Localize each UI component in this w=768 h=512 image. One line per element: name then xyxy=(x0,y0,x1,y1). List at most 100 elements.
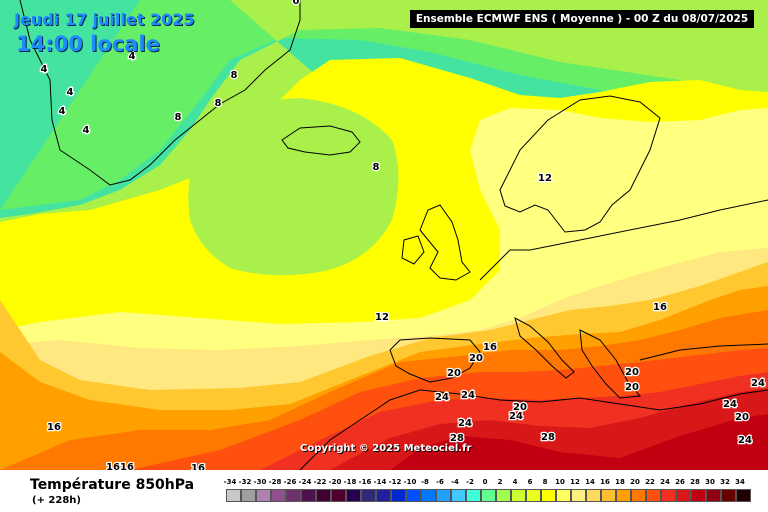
lead-time: (+ 228h) xyxy=(32,495,81,506)
legend-color-swatch xyxy=(541,489,556,502)
legend-color-swatch xyxy=(706,489,721,502)
contour-label: 24 xyxy=(738,435,752,446)
contour-label: 4 xyxy=(129,51,136,62)
legend-color-swatch xyxy=(421,489,436,502)
legend-color-swatch xyxy=(361,489,376,502)
legend-tick-label: -24 xyxy=(298,478,312,486)
coast-iberia xyxy=(389,337,481,383)
legend-tick-label: 14 xyxy=(585,478,595,486)
contour-label: 24 xyxy=(723,399,737,410)
contour-label: 12 xyxy=(375,312,389,323)
legend-color-swatch xyxy=(331,489,346,502)
coast-scandinavia xyxy=(499,95,661,233)
contour-label: 16 xyxy=(191,463,205,470)
legend-tick-label: 26 xyxy=(675,478,685,486)
contour-label: 8 xyxy=(373,162,380,173)
legend-color-swatch xyxy=(481,489,496,502)
legend-color-swatch xyxy=(286,489,301,502)
copyright-notice: Copyright © 2025 Meteociel.fr xyxy=(300,443,472,454)
contour-label: 8 xyxy=(175,112,182,123)
legend-tick-label: 10 xyxy=(555,478,565,486)
contour-label: 8 xyxy=(231,70,238,81)
legend-tick-label: -28 xyxy=(268,478,282,486)
legend-color-swatch xyxy=(376,489,391,502)
legend-tick-label: 34 xyxy=(735,478,745,486)
legend-tick-label: -32 xyxy=(238,478,252,486)
contour-label: 4 xyxy=(67,87,74,98)
legend-color-swatch xyxy=(256,489,271,502)
legend-tick-label: 20 xyxy=(630,478,640,486)
contour-label: 4 xyxy=(41,64,48,75)
legend-tick-label: 22 xyxy=(645,478,655,486)
contour-label: 16 xyxy=(653,302,667,313)
legend-color-swatch xyxy=(226,489,241,502)
legend-tick-label: 16 xyxy=(600,478,610,486)
coast-north-africa xyxy=(299,389,768,470)
contour-label: 20 xyxy=(735,412,749,423)
legend-tick-label: 4 xyxy=(512,478,518,486)
legend-color-swatch xyxy=(241,489,256,502)
temperature-map: 0 4 4 4 4 4 8 8 8 8 12 12 16 16 16 1616 … xyxy=(0,0,768,470)
band-8-green-pocket xyxy=(188,98,399,276)
legend-tick-label: -14 xyxy=(373,478,387,486)
legend-color-swatch xyxy=(511,489,526,502)
legend-tick-label: 28 xyxy=(690,478,700,486)
forecast-local-time: 14:00 locale xyxy=(16,32,160,56)
contour-label: 20 xyxy=(625,367,639,378)
contour-label: 16 xyxy=(47,422,61,433)
contour-label: 4 xyxy=(83,125,90,136)
legend-tick-label: 8 xyxy=(542,478,548,486)
contour-label: 20 xyxy=(513,402,527,413)
legend-tick-label: -16 xyxy=(358,478,372,486)
coastlines xyxy=(19,0,768,470)
legend-tick-label: -10 xyxy=(403,478,417,486)
legend-tick-label: 30 xyxy=(705,478,715,486)
contour-label: 24 xyxy=(458,418,472,429)
coast-balkans-greece xyxy=(579,329,642,399)
legend-color-swatch xyxy=(721,489,736,502)
legend-color-swatch xyxy=(631,489,646,502)
legend-color-swatch xyxy=(436,489,451,502)
coast-europe-mainland xyxy=(479,199,768,281)
legend-tick-label: -34 xyxy=(223,478,237,486)
legend-color-swatch xyxy=(526,489,541,502)
legend-color-swatch xyxy=(571,489,586,502)
contour-label: 1616 xyxy=(106,462,134,470)
legend-color-swatch xyxy=(496,489,511,502)
contour-label: 20 xyxy=(625,382,639,393)
legend-color-swatch xyxy=(346,489,361,502)
legend-tick-label: -20 xyxy=(328,478,342,486)
contour-label: 24 xyxy=(751,378,765,389)
legend-color-swatch xyxy=(661,489,676,502)
legend-tick-label: 18 xyxy=(615,478,625,486)
legend-tick-label: 12 xyxy=(570,478,580,486)
legend-color-swatch xyxy=(691,489,706,502)
contour-label: 28 xyxy=(541,432,555,443)
legend-color-swatch xyxy=(466,489,481,502)
legend-tick-label: -26 xyxy=(283,478,297,486)
legend-color-swatch xyxy=(676,489,691,502)
contour-label: 4 xyxy=(59,106,66,117)
variable-title: Température 850hPa xyxy=(30,477,195,493)
contour-label: 0 xyxy=(293,0,300,7)
contour-label: 20 xyxy=(447,368,461,379)
legend-tick-label: -4 xyxy=(451,478,459,486)
coast-turkey xyxy=(639,343,768,361)
contour-labels: 0 4 4 4 4 4 8 8 8 8 12 12 16 16 16 1616 … xyxy=(39,0,766,470)
coast-britain xyxy=(419,204,471,281)
contour-label: 8 xyxy=(215,98,222,109)
footer-bar: Température 850hPa (+ 228h) -34 -32 -30 -28… xyxy=(0,470,768,512)
legend-tick-label: 6 xyxy=(527,478,533,486)
legend-tick-label: 32 xyxy=(720,478,730,486)
legend-color-swatch xyxy=(301,489,316,502)
legend-tick-label: -12 xyxy=(388,478,402,486)
contour-label: 12 xyxy=(538,173,552,184)
legend-color-swatch xyxy=(586,489,601,502)
color-scale-legend: -34 -32 -30 -28 -26 -24 -22 -20 -18 -16 -14 -12 -10-… xyxy=(222,478,752,508)
legend-tick-label: -8 xyxy=(421,478,429,486)
legend-color-swatch xyxy=(406,489,421,502)
coast-ireland xyxy=(401,235,425,265)
legend-color-swatch xyxy=(646,489,661,502)
contour-label: 24 xyxy=(435,392,449,403)
